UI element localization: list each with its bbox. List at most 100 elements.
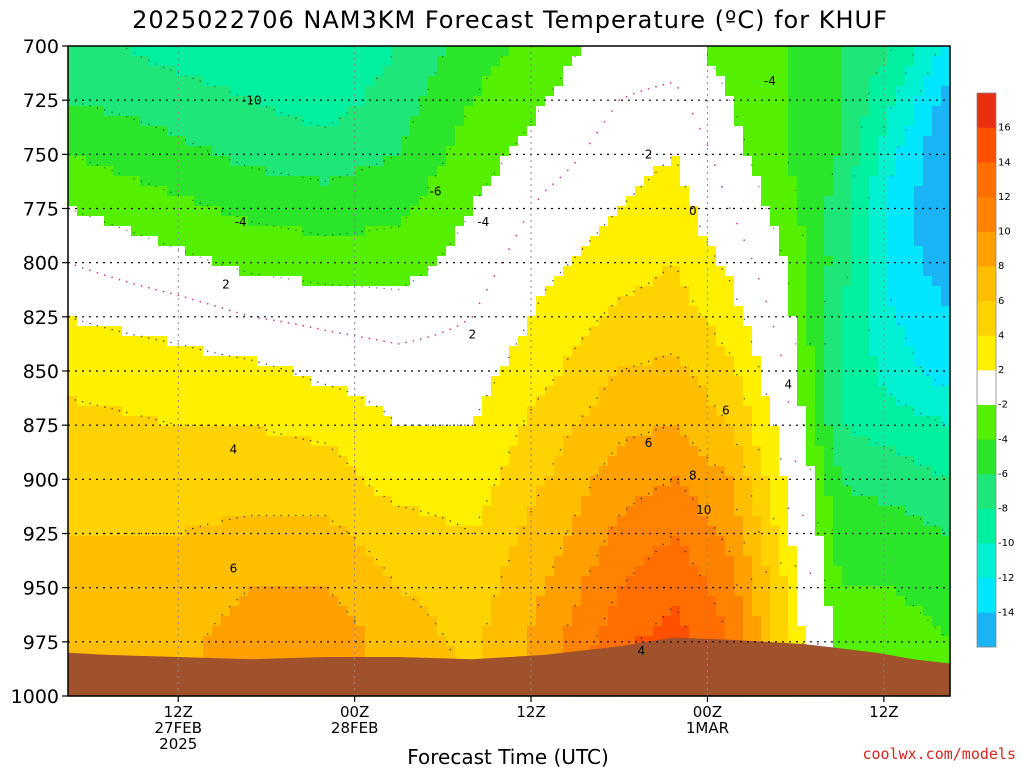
field-cell [230,196,240,207]
field-cell [212,376,222,387]
field-cell [572,566,582,577]
field-cell [230,476,240,487]
field-cell [104,346,114,357]
field-cell [311,376,321,387]
field-cell [554,436,564,447]
field-cell [131,446,141,457]
field-cell [302,456,312,467]
field-cell [536,436,546,447]
field-cell [599,556,609,567]
field-cell [230,206,240,217]
field-cell [653,186,663,197]
field-cell [662,456,672,467]
field-cell [230,126,240,137]
field-cell [446,336,456,347]
field-cell [230,526,240,537]
field-cell [86,96,96,107]
field-cell [752,386,762,397]
field-cell [284,586,294,597]
field-cell [329,446,339,457]
field-cell [248,436,258,447]
field-cell [347,546,357,557]
field-cell [374,216,384,227]
field-cell [77,366,87,377]
field-cell [257,626,267,637]
field-cell [257,56,267,67]
field-cell [392,196,402,207]
field-cell [716,486,726,497]
field-cell [581,176,591,187]
field-cell [725,206,735,217]
field-cell [257,466,267,477]
field-cell [383,286,393,297]
field-cell [239,386,249,397]
field-cell [473,496,483,507]
field-cell [212,326,222,337]
field-cell [401,66,411,77]
field-cell [401,576,411,587]
field-cell [140,326,150,337]
field-cell [464,56,474,67]
field-cell [266,306,276,317]
field-cell [455,586,465,597]
field-cell [536,206,546,217]
field-cell [527,486,537,497]
field-cell [644,336,654,347]
field-cell [446,106,456,117]
field-cell [176,506,186,517]
field-cell [698,466,708,477]
field-cell [428,96,438,107]
field-cell [302,426,312,437]
field-cell [752,446,762,457]
field-cell [113,456,123,467]
field-cell [248,156,258,167]
field-cell [716,66,726,77]
field-cell [401,136,411,147]
field-cell [401,216,411,227]
field-cell [257,416,267,427]
field-cell [698,116,708,127]
field-cell [653,296,663,307]
field-cell [113,266,123,277]
field-cell [122,646,132,657]
field-cell [410,176,420,187]
field-cell [248,596,258,607]
field-cell [122,416,132,427]
field-cell [329,576,339,587]
field-cell [194,646,204,657]
field-cell [266,366,276,377]
field-cell [572,296,582,307]
field-cell [365,296,375,307]
field-cell [689,466,699,477]
field-cell [401,596,411,607]
field-cell [302,476,312,487]
field-cell [671,356,681,367]
field-cell [536,96,546,107]
field-cell [617,246,627,257]
field-cell [95,376,105,387]
field-cell [374,136,384,147]
field-cell [563,226,573,237]
field-cell [725,266,735,277]
field-cell [446,456,456,467]
field-cell [68,66,78,77]
field-cell [698,166,708,177]
field-cell [671,276,681,287]
field-cell [635,416,645,427]
field-cell [203,286,213,297]
field-cell [176,556,186,567]
field-cell [734,456,744,467]
field-cell [437,246,447,257]
field-cell [428,86,438,97]
field-cell [77,586,87,597]
field-cell [464,226,474,237]
field-cell [77,476,87,487]
field-cell [167,186,177,197]
field-cell [167,546,177,557]
field-cell [158,206,168,217]
field-cell [239,156,249,167]
field-cell [239,586,249,597]
field-cell [671,516,681,527]
field-cell [383,446,393,457]
field-cell [581,86,591,97]
